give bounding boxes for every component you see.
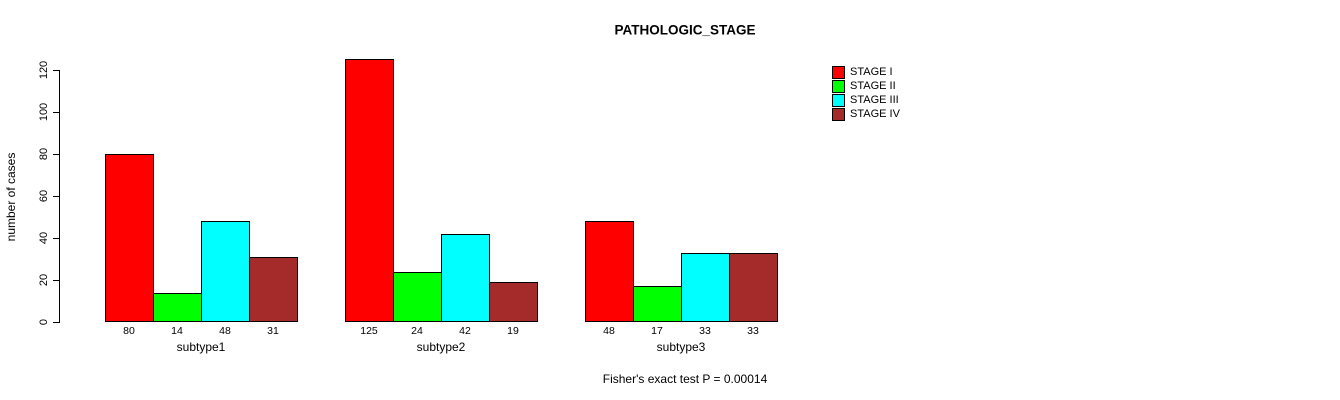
bar-value-label: 48 xyxy=(219,325,231,337)
chart-title: PATHOLOGIC_STAGE xyxy=(614,22,756,38)
bar-value-label: 80 xyxy=(123,325,135,337)
bar-stage-iii-subtype3 xyxy=(681,253,730,322)
y-tick-label: 100 xyxy=(38,102,50,122)
y-tick-mark xyxy=(53,70,59,71)
y-tick-label: 40 xyxy=(38,231,50,245)
y-axis-line xyxy=(59,70,60,323)
y-tick-label: 80 xyxy=(38,147,50,161)
bar-value-label: 14 xyxy=(171,325,183,337)
bar-value-label: 31 xyxy=(267,325,279,337)
bar-value-label: 33 xyxy=(747,325,759,337)
legend-swatch-stage-i xyxy=(832,65,845,79)
legend-label: STAGE III xyxy=(850,94,899,106)
legend-swatch-stage-iv xyxy=(832,107,845,121)
bar-stage-i-subtype3 xyxy=(585,221,634,322)
fisher-test-annotation: Fisher's exact test P = 0.00014 xyxy=(602,372,768,386)
y-tick-label: 20 xyxy=(38,273,50,287)
bar-stage-iii-subtype1 xyxy=(201,221,250,322)
bar-value-label: 33 xyxy=(699,325,711,337)
bar-value-label: 19 xyxy=(507,325,519,337)
legend-row: STAGE IV xyxy=(832,107,900,121)
x-category-label-subtype2: subtype2 xyxy=(416,340,466,354)
bar-stage-iv-subtype2 xyxy=(489,282,538,322)
bar-stage-i-subtype1 xyxy=(105,154,154,322)
legend-row: STAGE II xyxy=(832,79,900,93)
bar-value-label: 24 xyxy=(411,325,423,337)
bar-value-label: 48 xyxy=(603,325,615,337)
x-category-label-subtype3: subtype3 xyxy=(656,340,706,354)
bar-value-label: 17 xyxy=(651,325,663,337)
legend: STAGE I STAGE II STAGE III STAGE IV xyxy=(832,65,900,121)
bar-stage-i-subtype2 xyxy=(345,59,394,322)
bar-stage-ii-subtype3 xyxy=(633,286,682,322)
bar-stage-iv-subtype1 xyxy=(249,257,298,322)
legend-label: STAGE II xyxy=(850,80,896,92)
y-tick-mark xyxy=(53,322,59,323)
legend-row: STAGE III xyxy=(832,93,900,107)
y-tick-mark xyxy=(53,112,59,113)
bar-value-label: 125 xyxy=(360,325,378,337)
legend-swatch-stage-ii xyxy=(832,79,845,93)
bar-value-label: 42 xyxy=(459,325,471,337)
legend-swatch-stage-iii xyxy=(832,93,845,107)
y-tick-mark xyxy=(53,280,59,281)
y-tick-label: 120 xyxy=(38,60,50,80)
y-tick-label: 0 xyxy=(38,318,50,326)
y-tick-mark xyxy=(53,238,59,239)
y-tick-mark xyxy=(53,154,59,155)
y-tick-mark xyxy=(53,196,59,197)
legend-label: STAGE IV xyxy=(850,108,900,120)
bar-stage-ii-subtype1 xyxy=(153,293,202,322)
legend-row: STAGE I xyxy=(832,65,900,79)
legend-label: STAGE I xyxy=(850,66,893,78)
y-axis-label: number of cases xyxy=(4,152,18,242)
bar-stage-ii-subtype2 xyxy=(393,272,442,322)
x-category-label-subtype1: subtype1 xyxy=(176,340,226,354)
bar-stage-iv-subtype3 xyxy=(729,253,778,322)
bar-stage-iii-subtype2 xyxy=(441,234,490,322)
y-tick-label: 60 xyxy=(38,189,50,203)
